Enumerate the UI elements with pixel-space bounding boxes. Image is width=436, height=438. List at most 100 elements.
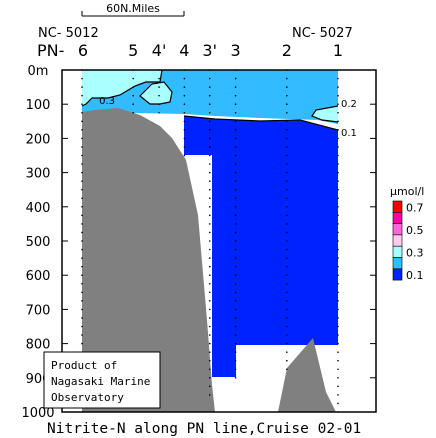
cast-dot [234, 137, 237, 140]
cast-dot [337, 342, 339, 345]
cast-dot [208, 137, 211, 140]
contour-0-2 [311, 105, 339, 123]
cast-dot [234, 77, 237, 80]
cast-dot [208, 180, 211, 182]
station-label: 4' [152, 41, 167, 60]
cast-dot [234, 257, 237, 259]
legend: μmol/l 0.7 0.5 0.3 0.1 [390, 185, 424, 282]
line-prefix-label: PN- [37, 41, 64, 60]
cast-dot [81, 282, 83, 285]
cast-dot [208, 111, 211, 114]
cast-dot [337, 377, 339, 379]
cast-dot [208, 248, 211, 251]
cast-dot [286, 308, 288, 311]
chart-title: Nitrite-N along PN line,Cruise 02-01 [47, 421, 361, 437]
cast-dot [208, 77, 211, 80]
cast-dot [183, 77, 186, 80]
cast-dot [234, 240, 237, 242]
cast-dot [286, 86, 288, 88]
cast-dot [337, 317, 339, 319]
scale-bar: 60N.Miles [81, 2, 185, 17]
cast-dot [81, 325, 83, 328]
cast-dot [208, 206, 211, 208]
cast-dot [208, 86, 211, 88]
cast-dot [183, 86, 186, 88]
cast-dot [132, 103, 134, 105]
cast-dot [286, 248, 288, 251]
cast-dot [81, 334, 83, 336]
cast-dot [234, 274, 237, 277]
contour-label: 0.1 [341, 128, 357, 139]
cast-dot [286, 154, 288, 157]
cast-dot [81, 120, 83, 123]
cast-dot [234, 163, 237, 165]
contour-label: 0.2 [341, 99, 357, 110]
cast-dot [286, 325, 288, 328]
legend-swatch [392, 234, 403, 247]
station-label: 5 [128, 41, 138, 60]
cast-dot [286, 129, 288, 131]
cast-dot [183, 103, 186, 105]
cast-dot [81, 154, 83, 157]
cast-dot [286, 180, 288, 182]
cast-dot [234, 317, 237, 319]
cast-dot [234, 368, 237, 371]
cast-dot [208, 300, 211, 302]
cast-dot [208, 317, 211, 319]
cast-dot [234, 171, 237, 174]
scale-bar-label: 60N.Miles [106, 2, 160, 15]
cast-dot [337, 154, 339, 157]
cast-dot [337, 111, 339, 114]
legend-label: 0.1 [406, 269, 424, 282]
cast-dot [183, 120, 186, 123]
cast-dot [337, 351, 339, 353]
cast-dot [208, 342, 211, 345]
cast-dot [234, 308, 237, 311]
depth-tick-label: 200 [26, 132, 51, 147]
station-label: 6 [78, 41, 88, 60]
cast-dot [132, 86, 134, 88]
credit-line: Nagasaki Marine [51, 375, 150, 388]
topography-left-slope [82, 108, 215, 412]
cast-dot [286, 257, 288, 259]
cast-dot [208, 223, 211, 225]
contour-0-3-left [81, 69, 163, 107]
station-label: 1 [333, 41, 343, 60]
legend-label: 0.5 [406, 224, 424, 237]
cast-dot [234, 111, 237, 114]
left-end-label: NC- 5012 [38, 26, 99, 41]
cast-dot [337, 120, 339, 123]
cast-dot [337, 274, 339, 277]
cast-dot [81, 86, 83, 88]
legend-swatch [392, 200, 403, 213]
cast-dot [183, 146, 186, 148]
cast-dot [337, 402, 339, 405]
cast-dot [81, 308, 83, 311]
cast-dot [81, 300, 83, 302]
contour-0-1 [183, 115, 339, 131]
cast-dot [337, 103, 339, 105]
cast-dot [208, 368, 211, 371]
band-0-2-to-0-3-inner [140, 82, 172, 104]
cast-dot [337, 359, 339, 362]
right-end-label: NC- 5027 [292, 26, 353, 41]
legend-swatch [392, 257, 403, 270]
cast-dot [208, 394, 211, 396]
cast-dot [81, 240, 83, 242]
cast-dot [286, 342, 288, 345]
cast-dot [132, 94, 134, 97]
cast-dot [81, 223, 83, 225]
cast-dot [208, 359, 211, 362]
cast-dot [208, 240, 211, 242]
cast-dot [234, 206, 237, 208]
legend-label: 0.3 [406, 247, 424, 260]
cast-dot [81, 342, 83, 345]
credit-box: Product of Nagasaki Marine Observatory [43, 351, 161, 409]
cast-dot [337, 368, 339, 371]
cast-dot [81, 111, 83, 114]
cast-dot [208, 265, 211, 268]
depth-tick-label: 100 [26, 98, 51, 113]
cast-dot [208, 188, 211, 191]
cast-dot [286, 137, 288, 140]
